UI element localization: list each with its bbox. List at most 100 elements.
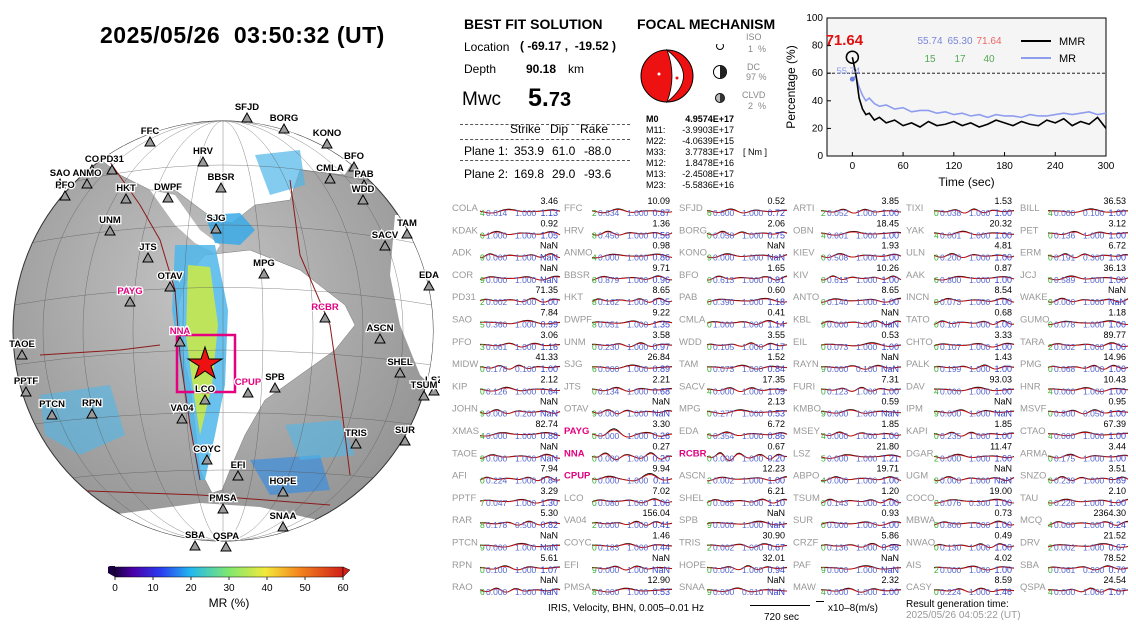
weight-value: 1.000: [1083, 498, 1105, 508]
delay-value: 2: [707, 543, 712, 553]
variance-value: 1.00: [994, 565, 1012, 575]
amplitude-value: 0.68: [994, 308, 1012, 318]
waveform-cell-sur: SUR 0.93 0 0.000 1.000 1.00: [793, 508, 902, 530]
amplitude-value: 24.54: [1103, 575, 1126, 585]
delay-value: 4: [821, 587, 826, 597]
amplitude-value: 0.95: [1108, 397, 1126, 407]
amplitude-value: 0.27: [652, 441, 670, 451]
amplitude-value: NaN: [994, 397, 1012, 407]
station-label: OTAV: [158, 271, 184, 282]
delay-value: 0: [821, 297, 826, 307]
weight-value: 1.000: [515, 543, 537, 553]
amplitude-value: 2.06: [767, 218, 785, 228]
station-sba: SBA: [184, 529, 206, 551]
variance-value: 0.70: [1108, 565, 1126, 575]
delay-value: 0: [592, 386, 597, 396]
amplitude-value: 3.46: [540, 196, 558, 206]
weight-value: 1.000: [515, 476, 537, 486]
station-code: KAPI: [906, 426, 928, 437]
weight-value: 1.000: [742, 208, 764, 218]
station-label: PTCN: [39, 399, 65, 410]
waveform-cell-otav: OTAV NaN 9 0.000 1.000 NaN: [564, 397, 673, 419]
waveform-cell-unm: UNM 3.58 0 0.230 1.000 0.97: [564, 330, 673, 352]
station-efi: EFI: [229, 459, 247, 481]
variance-value: NaN: [994, 476, 1012, 486]
weight-value: 1.000: [742, 386, 764, 396]
delay-value: 0: [934, 431, 939, 441]
station-code: AIS: [906, 560, 921, 571]
synthetic-trace: [933, 454, 1015, 459]
station-co: CO: [84, 153, 100, 175]
col-strike: Strike: [510, 122, 541, 136]
residual-value: 0.000: [1054, 520, 1076, 530]
station-hkt: HKT: [115, 182, 137, 204]
residual-value: 0.000: [1054, 297, 1076, 307]
amplitude-value: 7.84: [540, 308, 558, 318]
waveform-cell-gumo: GUMO 1.18 0 0.078 1.000 1.00: [1020, 308, 1128, 330]
synthetic-trace: [592, 543, 673, 548]
station-label: RPN: [82, 398, 102, 409]
delay-value: 9: [934, 409, 939, 419]
waveform-cell-ais: AIS 4.02 2 0.000 1.000 1.00: [906, 553, 1015, 575]
result-time: 2025/05/26 04:05:22 (UT): [906, 610, 1021, 621]
station-label: PAYG: [117, 286, 142, 297]
station-code: CRZF: [793, 538, 819, 549]
delay-value: 8: [592, 320, 597, 330]
waveform-cell-bill: BILL 36.53 4 0.000 0.100 1.00: [1020, 196, 1129, 218]
amplitude-value: NaN: [767, 575, 785, 585]
weight-value: 1.000: [1083, 453, 1105, 463]
plane1-label: Plane 1:: [464, 144, 509, 158]
waveform-cell-cpup: CPUP 9.94 0 0.000 1.000 0.11: [564, 464, 673, 486]
waveform-cell-nna: NNA 0.27 0 0.000 1.000 0.20: [564, 441, 673, 463]
residual-value: 0.000: [1054, 431, 1076, 441]
station-label: EDA: [419, 270, 439, 281]
moment-value: 4.9574E+17: [685, 114, 734, 124]
station-code: SNAA: [679, 582, 706, 593]
waveform-cell-qspa: QSPA 24.54 4 0.000 1.000 1.07: [1020, 575, 1129, 597]
amplitude-value: 1.53: [994, 196, 1012, 206]
synthetic-trace: [479, 231, 561, 236]
synthetic-trace: [706, 209, 788, 214]
synthetic-trace: [591, 566, 673, 571]
amplitude-value: 8.65: [652, 285, 670, 295]
variance-value: 1.00: [994, 253, 1012, 263]
amplitude-value: 3.33: [994, 330, 1012, 340]
station-code: JTS: [564, 381, 581, 392]
variance-value: 1.00: [1108, 208, 1126, 218]
station-pd31: PD31: [99, 153, 126, 175]
station-label: LSZ: [425, 375, 440, 386]
variance-value: 1.13: [540, 208, 558, 218]
waveform-cell-ctao: CTAO 67.39 4 0.000 1.000 1.00: [1020, 419, 1129, 441]
station-code: ULN: [906, 248, 925, 259]
mr-peak-marker: [849, 76, 855, 82]
synthetic-trace: [479, 253, 561, 259]
weight-value: 1.000: [627, 498, 649, 508]
delay-value: 4: [821, 230, 826, 240]
amplitude-value: 0.59: [881, 397, 899, 407]
synthetic-trace: [591, 474, 673, 482]
station-otav: OTAV: [156, 270, 184, 292]
waveform-cell-kono: KONO NaN 9 0.000 1.000 NaN: [679, 241, 788, 263]
amplitude-value: 14.96: [1103, 352, 1126, 362]
delay-value: 0: [934, 543, 939, 553]
synthetic-trace: [591, 453, 673, 461]
residual-value: 0.000: [940, 386, 962, 396]
station-code: KBL: [793, 315, 811, 326]
waveform-footer: IRIS, Velocity, BHN, 0.005–0.01 Hz: [548, 603, 704, 614]
amplitude-value: NaN: [767, 508, 785, 518]
station-code: KIP: [452, 381, 467, 392]
residual-value: 0.508: [827, 253, 849, 263]
delay-value: 0: [1048, 320, 1053, 330]
synthetic-trace: [706, 342, 788, 348]
amplitude-value: 1.46: [652, 531, 670, 541]
moment-row: M22: -4.0639E+15: [646, 136, 734, 147]
delay-value: 4: [934, 386, 939, 396]
x-tick-label: 0: [850, 161, 856, 172]
weight-value: 1.000: [742, 453, 764, 463]
weight-value: 1.000: [515, 297, 537, 307]
variance-value: NaN: [540, 587, 558, 597]
station-code: HRV: [564, 225, 585, 236]
waveform-cell-kbl: KBL NaN 9 0.000 1.000 NaN: [793, 308, 902, 330]
station-code: DGAR: [906, 448, 934, 459]
synthetic-trace: [820, 476, 902, 482]
